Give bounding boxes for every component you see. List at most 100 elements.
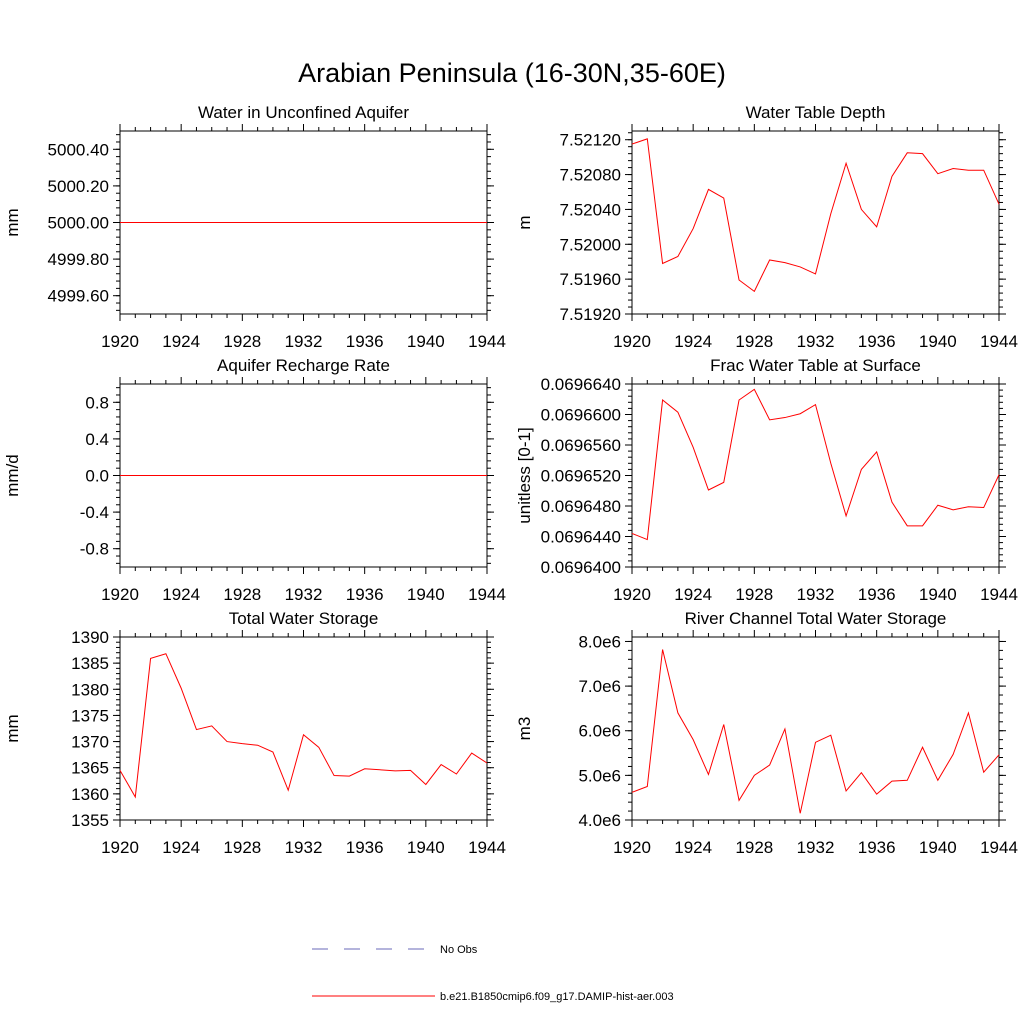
y-axis-label: mm/d — [3, 454, 22, 497]
plot-frame — [631, 383, 1000, 568]
y-axis-label: unitless [0-1] — [515, 427, 534, 523]
x-tick-label: 1936 — [346, 838, 384, 857]
y-tick-label: 7.51960 — [560, 270, 621, 289]
panel-title: Water in Unconfined Aquifer — [198, 103, 409, 122]
legend-obs-label: No Obs — [440, 944, 478, 956]
x-tick-label: 1940 — [407, 838, 445, 857]
x-tick-label: 1924 — [674, 585, 712, 604]
series-line — [119, 653, 488, 799]
y-tick-label: 0.0696600 — [541, 406, 621, 425]
y-tick-label: 1365 — [71, 759, 109, 778]
x-tick-label: 1944 — [468, 838, 506, 857]
panel-5: Total Water Storage mm 1920 1924 1928 1932 193… — [3, 609, 506, 857]
series-line — [631, 138, 1000, 293]
y-tick-label: 7.51920 — [560, 305, 621, 324]
x-tick-label: 1932 — [285, 585, 323, 604]
y-tick-label: 0.0696520 — [541, 467, 621, 486]
y-tick-label: 7.52040 — [560, 200, 621, 219]
x-tick-label: 1936 — [346, 332, 384, 351]
x-tick-label: 1932 — [285, 838, 323, 857]
x-tick-label: 1944 — [468, 332, 506, 351]
x-tick-label: 1928 — [223, 332, 261, 351]
y-tick-label: 5000.00 — [48, 214, 109, 233]
x-tick-label: 1944 — [468, 585, 506, 604]
x-tick-label: 1920 — [101, 585, 139, 604]
y-tick-label: 7.0e6 — [578, 677, 621, 696]
x-tick-label: 1920 — [613, 585, 651, 604]
x-tick-label: 1920 — [101, 332, 139, 351]
x-tick-label: 1944 — [980, 838, 1018, 857]
x-tick-label: 1940 — [919, 838, 957, 857]
x-tick-label: 1928 — [223, 585, 261, 604]
y-tick-label: 5000.40 — [48, 140, 109, 159]
y-tick-label: 0.0696560 — [541, 436, 621, 455]
panel-4: Frac Water Table at Surface unitless [0-1… — [515, 356, 1018, 604]
y-tick-label: 7.52000 — [560, 235, 621, 254]
y-tick-label: 1360 — [71, 785, 109, 804]
y-tick-label: 7.52080 — [560, 166, 621, 185]
panel-2: Water Table Depth m 1920 1924 1928 1932 1936 19… — [515, 103, 1018, 351]
x-tick-label: 1920 — [613, 838, 651, 857]
x-tick-label: 1936 — [858, 332, 896, 351]
y-tick-label: 0.8 — [85, 393, 109, 412]
x-tick-label: 1932 — [285, 332, 323, 351]
x-tick-label: 1940 — [407, 332, 445, 351]
y-tick-label: 1375 — [71, 706, 109, 725]
y-axis-label: mm — [3, 714, 22, 742]
x-tick-label: 1920 — [101, 838, 139, 857]
panel-title: Total Water Storage — [229, 609, 379, 628]
series-line — [631, 649, 1000, 814]
y-tick-label: 8.0e6 — [578, 632, 621, 651]
y-tick-label: 5.0e6 — [578, 766, 621, 785]
chart-panels: Water in Unconfined Aquifer mm 1920 1924 192… — [3, 103, 1018, 857]
x-tick-label: 1936 — [858, 585, 896, 604]
y-tick-label: 1370 — [71, 733, 109, 752]
x-tick-label: 1924 — [674, 838, 712, 857]
x-tick-label: 1932 — [797, 585, 835, 604]
x-tick-label: 1928 — [735, 585, 773, 604]
y-tick-label: 0.0696400 — [541, 558, 621, 577]
panel-3: Aquifer Recharge Rate mm/d 1920 1924 1928 193… — [3, 356, 506, 604]
y-tick-label: -0.4 — [80, 503, 109, 522]
y-tick-label: 7.52120 — [560, 131, 621, 150]
x-tick-label: 1924 — [162, 585, 200, 604]
panel-title: River Channel Total Water Storage — [685, 609, 947, 628]
y-axis-label: m3 — [515, 717, 534, 741]
plot-frame — [119, 636, 488, 821]
legend-model-label: b.e21.B1850cmip6.f09_g17.DAMIP-hist-aer.… — [440, 991, 674, 1003]
y-tick-label: 6.0e6 — [578, 722, 621, 741]
x-tick-label: 1932 — [797, 332, 835, 351]
x-tick-label: 1928 — [735, 332, 773, 351]
y-tick-label: 1390 — [71, 628, 109, 647]
x-tick-label: 1944 — [980, 585, 1018, 604]
x-tick-label: 1924 — [162, 838, 200, 857]
series-line — [631, 388, 1000, 541]
y-tick-label: 0.0696480 — [541, 497, 621, 516]
figure-title: Arabian Peninsula (16-30N,35-60E) — [298, 58, 726, 88]
y-tick-label: -0.8 — [80, 540, 109, 559]
x-tick-label: 1932 — [797, 838, 835, 857]
x-tick-label: 1924 — [162, 332, 200, 351]
y-tick-label: 0.4 — [85, 430, 109, 449]
y-tick-label: 1385 — [71, 654, 109, 673]
y-tick-label: 0.0696440 — [541, 528, 621, 547]
x-tick-label: 1940 — [919, 585, 957, 604]
x-tick-label: 1928 — [735, 838, 773, 857]
panel-title: Frac Water Table at Surface — [710, 356, 921, 375]
x-tick-label: 1944 — [980, 332, 1018, 351]
y-tick-label: 4999.60 — [48, 287, 109, 306]
x-tick-label: 1940 — [407, 585, 445, 604]
x-tick-label: 1920 — [613, 332, 651, 351]
y-tick-label: 1380 — [71, 680, 109, 699]
plot-frame — [631, 130, 1000, 315]
panel-title: Aquifer Recharge Rate — [217, 356, 390, 375]
panel-title: Water Table Depth — [746, 103, 886, 122]
y-tick-label: 1355 — [71, 811, 109, 830]
x-tick-label: 1928 — [223, 838, 261, 857]
panel-1: Water in Unconfined Aquifer mm 1920 1924 192… — [3, 103, 506, 351]
y-axis-label: m — [515, 215, 534, 229]
legend: No Obs b.e21.B1850cmip6.f09_g17.DAMIP-hi… — [312, 944, 674, 1003]
x-tick-label: 1936 — [858, 838, 896, 857]
x-tick-label: 1924 — [674, 332, 712, 351]
y-axis-label: mm — [3, 208, 22, 236]
